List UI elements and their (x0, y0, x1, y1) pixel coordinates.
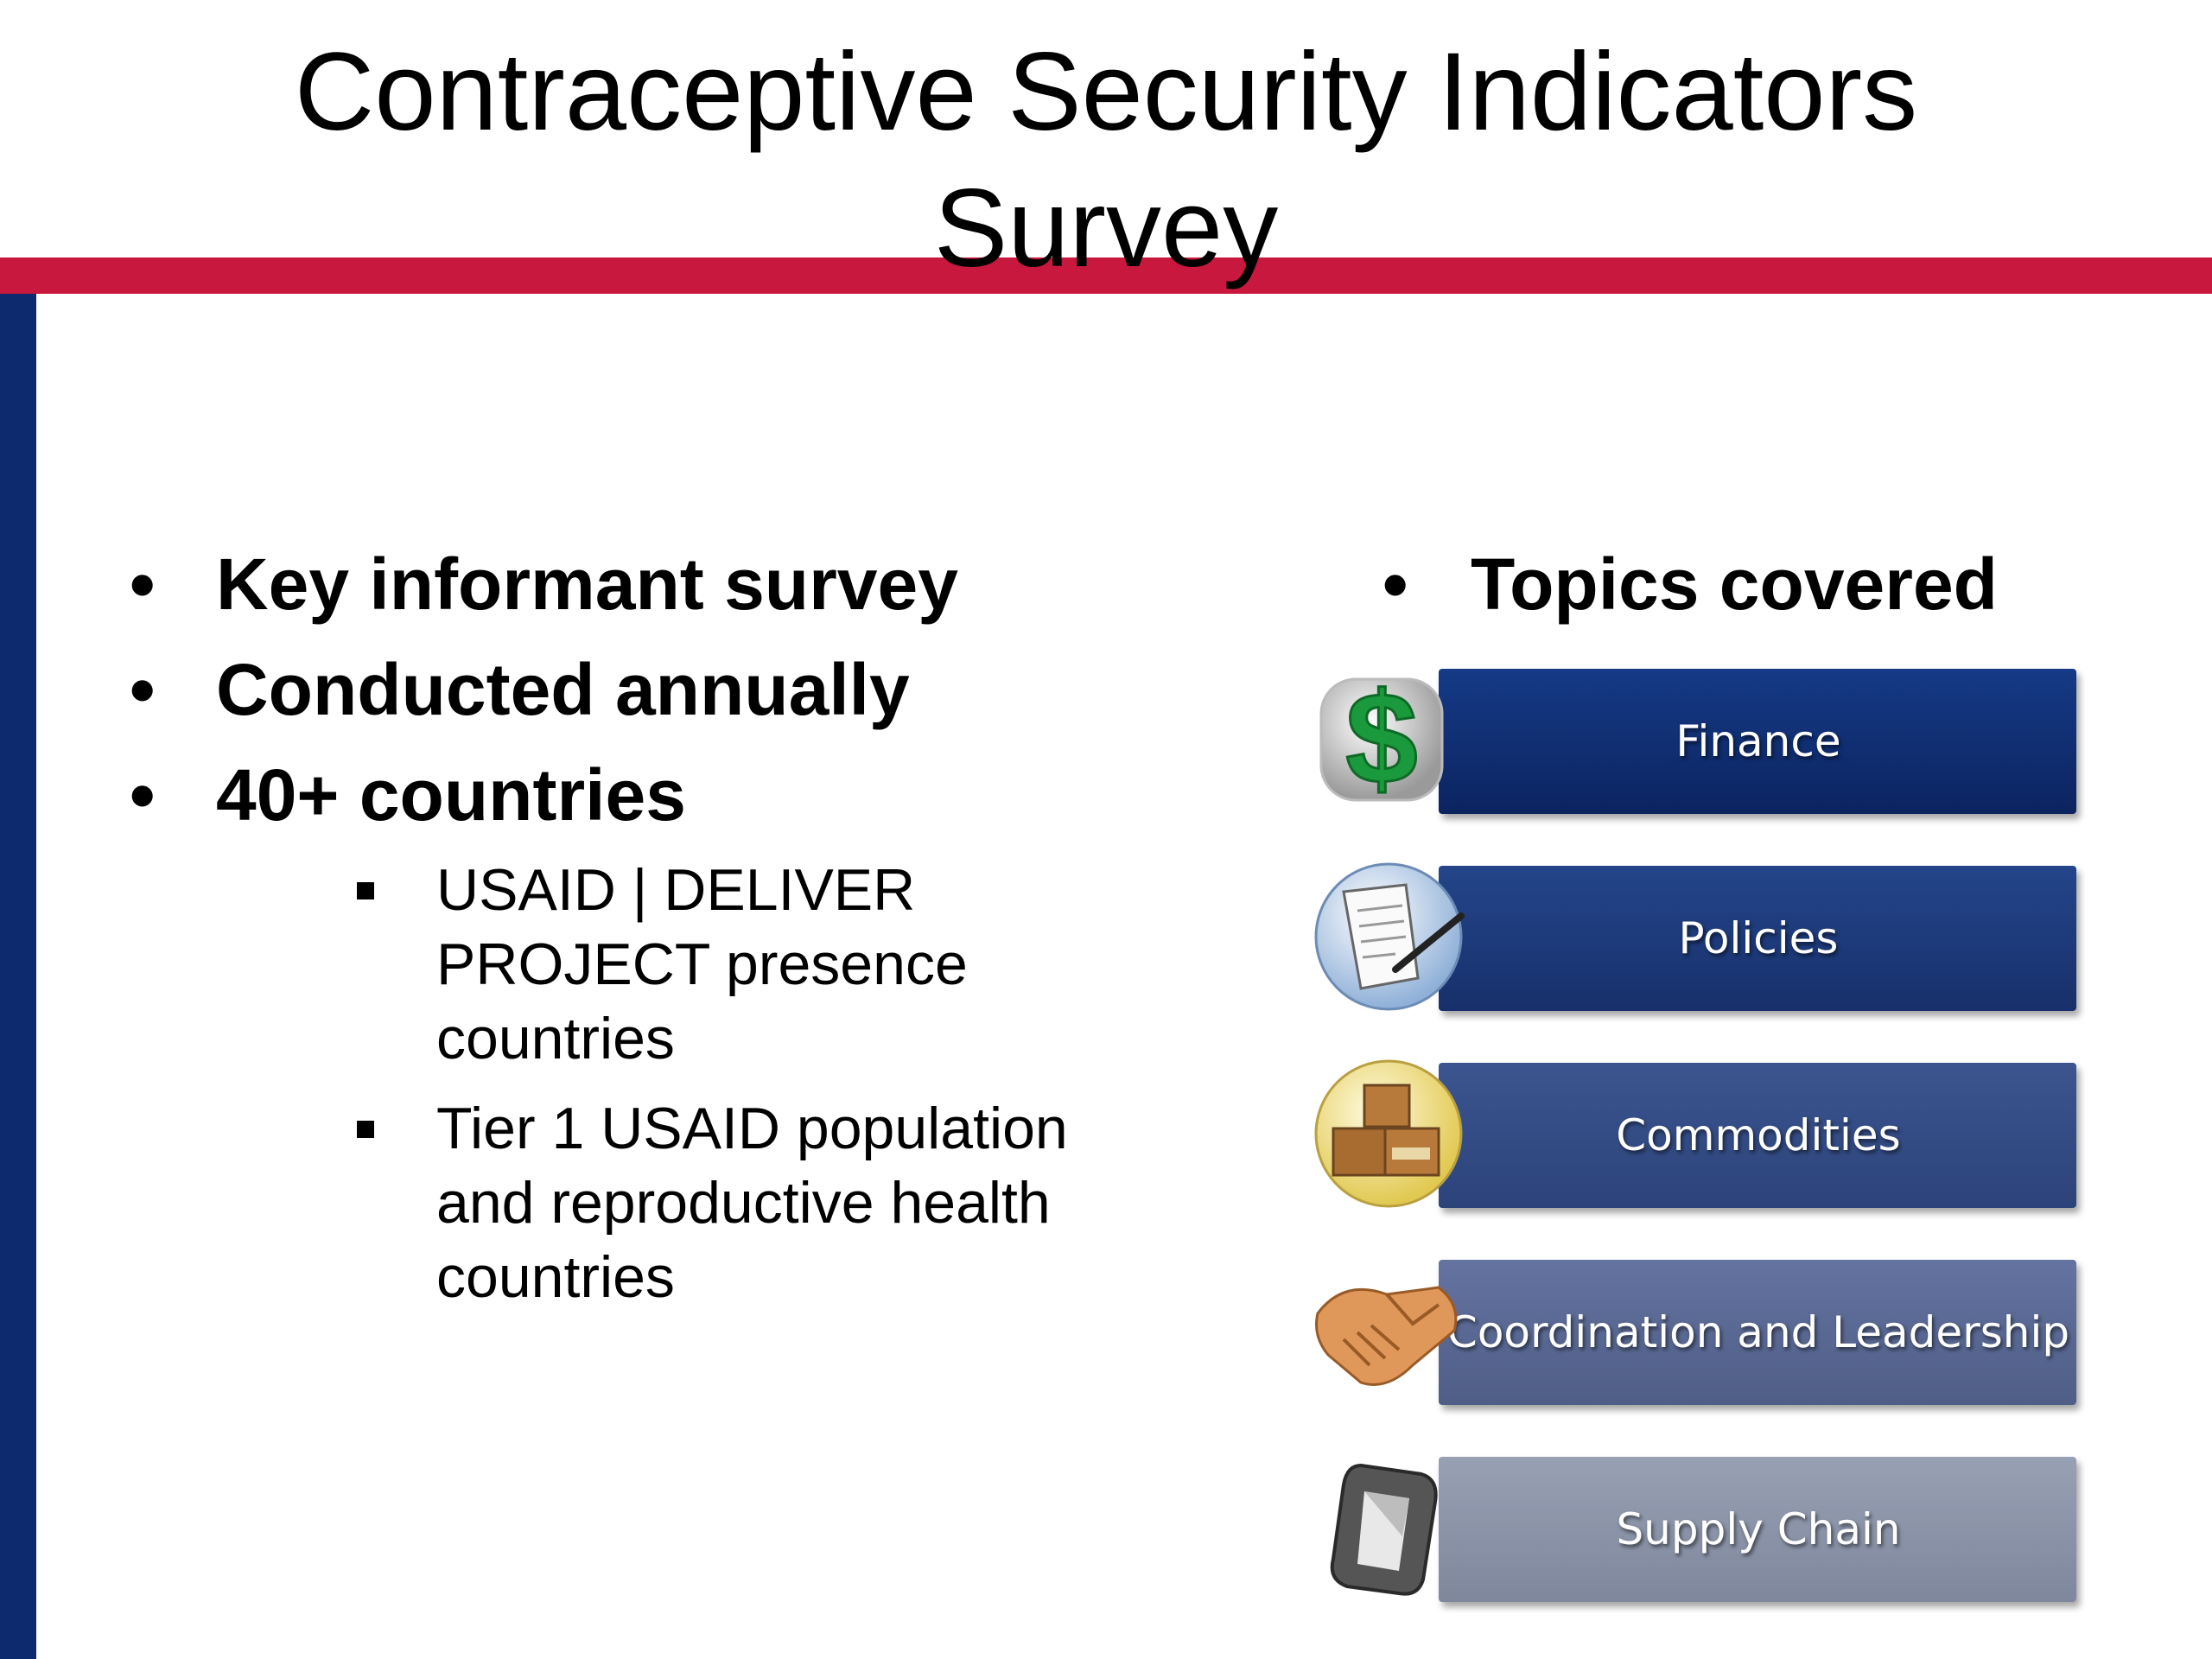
topic-box (1439, 1457, 2076, 1602)
topic-commodities: Commodities (1309, 1056, 2078, 1211)
topics-heading: • Topics covered (1382, 531, 1998, 637)
topic-supply-chain: Supply Chain (1309, 1450, 2078, 1605)
title-area: Contraceptive Security Indicators Survey (0, 0, 2212, 290)
bullet-text: Conducted annually (216, 649, 910, 730)
topic-label: Coordination and Leadership (1446, 1307, 2070, 1357)
topic-box (1439, 1063, 2076, 1208)
topic-box (1439, 669, 2076, 814)
list-item: • Key informant survey (130, 531, 1192, 637)
side-bar (0, 294, 36, 1659)
document-pen-icon (1314, 862, 1465, 1011)
sub-list-item: USAID | DELIVER PROJECT presence countri… (357, 853, 1093, 1076)
bullet-marker: • (130, 649, 156, 730)
topic-label: Commodities (1616, 1110, 1901, 1160)
boxes-icon (1314, 1059, 1463, 1208)
bullet-text: Key informant survey (216, 543, 958, 625)
topic-label: Finance (1675, 716, 1841, 766)
topic-policies: Policies (1309, 859, 2078, 1014)
bullet-marker: • (130, 754, 156, 836)
topic-box (1439, 1260, 2076, 1405)
bullet-text: 40+ countries (216, 754, 686, 836)
topic-box (1439, 866, 2076, 1011)
topic-coordination-and-leadership: Coordination and Leadership (1309, 1253, 2078, 1408)
list-item: • Conducted annually (130, 637, 1192, 742)
sub-list-item: Tier 1 USAID population and reproductive… (357, 1091, 1093, 1314)
topic-finance: Finance $ (1309, 662, 2078, 817)
list-item: • 40+ countries (130, 742, 1192, 848)
dollar-icon: $ (1319, 664, 1444, 812)
bullet-marker: • (130, 543, 156, 625)
sub-bullet-text: Tier 1 USAID population and reproductive… (436, 1096, 1068, 1310)
left-bullet-list: • Key informant survey • Conducted annua… (130, 531, 1192, 1314)
slide-title: Contraceptive Security Indicators Survey (0, 24, 2212, 297)
topic-label: Supply Chain (1616, 1504, 1901, 1554)
slide-title-line-1: Contraceptive Security Indicators (294, 30, 1918, 154)
slide-title-line-2: Survey (933, 167, 1279, 290)
square-bullet-icon (357, 882, 374, 899)
square-bullet-icon (357, 1121, 374, 1138)
chain-link-icon (1330, 1463, 1438, 1596)
svg-text:$: $ (1345, 665, 1417, 810)
handshake-icon (1315, 1286, 1458, 1386)
bullet-marker: • (1382, 543, 1408, 625)
topic-label: Policies (1678, 913, 1839, 963)
header-rule (0, 257, 2212, 294)
topics-heading-text: Topics covered (1471, 543, 1998, 625)
sub-bullet-text: USAID | DELIVER PROJECT presence countri… (436, 857, 968, 1071)
